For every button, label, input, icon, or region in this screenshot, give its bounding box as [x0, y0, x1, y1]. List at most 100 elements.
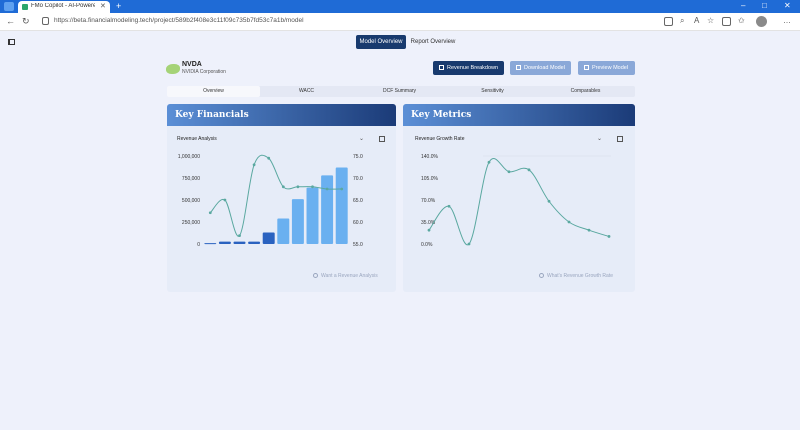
tab-report-overview[interactable]: Report Overview — [410, 39, 456, 45]
margin-point — [311, 185, 314, 189]
y-axis-tick: 0.0% — [421, 242, 433, 248]
margin-point — [281, 185, 285, 189]
favicon-icon — [22, 4, 28, 10]
margin-point — [223, 198, 227, 202]
revenue-bar — [204, 243, 217, 245]
growth-point — [427, 228, 431, 232]
y-axis-tick: 35.0% — [421, 220, 436, 226]
revenue-bar — [233, 241, 246, 244]
lock-icon — [42, 17, 49, 25]
left-axis-tick: 500,000 — [182, 198, 200, 204]
growth-point — [507, 170, 511, 174]
growth-point — [527, 168, 531, 172]
left-axis-tick: 250,000 — [182, 220, 200, 226]
tab-model-overview[interactable]: Model Overview — [356, 35, 406, 49]
new-tab-icon[interactable]: + — [116, 1, 122, 11]
tab-dcf-summary[interactable]: DCF Summary — [382, 88, 417, 94]
revenue-bar — [277, 218, 290, 244]
close-window-icon[interactable]: ✕ — [784, 1, 791, 10]
revenue-bar — [306, 187, 319, 244]
tab-wacc[interactable]: WACC — [298, 88, 315, 94]
download-model-button[interactable]: Download Model — [510, 61, 571, 75]
key-financials-card: Key Financials Revenue Analysis ⌄ 1,000,… — [167, 104, 396, 292]
revenue-analysis-hint[interactable]: Want a Revenue Analysis — [313, 273, 378, 279]
chat-icon — [313, 273, 318, 278]
right-axis-tick: 60.0 — [353, 220, 363, 226]
favorites-icon[interactable]: ✩ — [738, 16, 745, 25]
revenue-breakdown-label: Revenue Breakdown — [447, 65, 499, 71]
browser-tab[interactable]: FMo Copilot - AI-Powered Finan ✕ — [18, 1, 110, 13]
table-view-icon[interactable] — [617, 136, 623, 142]
revenue-bar — [218, 241, 231, 244]
profile-avatar[interactable] — [756, 16, 767, 27]
revenue-growth-select[interactable]: Revenue Growth Rate — [415, 136, 465, 142]
hint-text: Want a Revenue Analysis — [321, 273, 378, 279]
revenue-bar — [291, 199, 304, 244]
favorite-icon[interactable]: ☆ — [707, 16, 715, 25]
revenue-bar — [262, 232, 275, 244]
screen-icon[interactable] — [664, 17, 673, 26]
left-axis-tick: 0 — [197, 242, 200, 248]
download-model-label: Download Model — [524, 65, 565, 71]
browser-tab-strip: FMo Copilot - AI-Powered Finan ✕ + – □ ✕ — [0, 0, 800, 13]
revenue-bar — [335, 167, 348, 244]
card-header: Key Financials — [167, 104, 396, 126]
growth-point — [587, 228, 591, 232]
right-axis-tick: 75.0 — [353, 154, 363, 160]
key-metrics-card: Key Metrics Revenue Growth Rate ⌄ 140.0%… — [403, 104, 635, 292]
download-icon — [516, 65, 521, 70]
table-view-icon[interactable] — [379, 136, 385, 142]
chat-icon — [539, 273, 544, 278]
address-bar: ← ↻ https://beta.financialmodeling.tech/… — [0, 13, 800, 31]
revenue-analysis-select[interactable]: Revenue Analysis — [177, 136, 217, 142]
hint-text: What's Revenue Growth Rate — [547, 273, 613, 279]
ticker-symbol: NVDA — [182, 61, 202, 68]
url-text: https://beta.financialmodeling.tech/proj… — [54, 17, 304, 24]
tab-overview[interactable]: Overview — [167, 86, 260, 97]
revenue-analysis-chart: 1,000,000 750,000 500,000 250,000 0 75.0 70.0 6… — [178, 154, 363, 248]
zoom-icon[interactable]: ⌕ — [680, 16, 685, 25]
split-screen-icon[interactable] — [722, 17, 731, 26]
sidebar-toggle-icon[interactable] — [8, 39, 15, 45]
revenue-bar — [248, 241, 261, 244]
tab-title: FMo Copilot - AI-Powered Finan — [31, 3, 95, 9]
growth-line — [428, 157, 610, 246]
back-icon[interactable]: ← — [6, 16, 15, 26]
growth-point — [487, 160, 491, 164]
tab-comparables[interactable]: Comparables — [570, 88, 601, 94]
margin-point — [340, 187, 344, 191]
growth-point — [447, 204, 451, 208]
margin-point — [325, 187, 329, 191]
revenue-growth-chart: 140.0% 105.0% 70.0% 35.0% 0.0% — [421, 154, 611, 248]
tab-close-icon[interactable]: ✕ — [100, 3, 106, 10]
read-aloud-icon[interactable]: A — [694, 16, 700, 25]
chevron-down-icon[interactable]: ⌄ — [359, 136, 365, 142]
more-menu-icon[interactable]: … — [783, 16, 791, 25]
minimize-icon[interactable]: – — [741, 1, 746, 10]
revenue-bar — [321, 175, 334, 244]
growth-point — [567, 220, 571, 224]
preview-icon — [584, 65, 589, 70]
right-axis-tick: 65.0 — [353, 198, 363, 204]
margin-point — [252, 163, 256, 167]
card-header: Key Metrics — [403, 104, 635, 126]
preview-model-button[interactable]: Preview Model — [578, 61, 635, 75]
tab-sensitivity[interactable]: Sensitivity — [481, 88, 504, 94]
chevron-down-icon[interactable]: ⌄ — [597, 136, 603, 142]
y-axis-tick: 105.0% — [421, 176, 439, 182]
url-field[interactable]: https://beta.financialmodeling.tech/proj… — [42, 16, 652, 28]
margin-point — [238, 234, 241, 238]
refresh-icon[interactable]: ↻ — [22, 16, 30, 26]
company-logo-icon — [166, 64, 180, 74]
margin-line — [209, 154, 342, 237]
growth-point — [467, 242, 471, 246]
revenue-breakdown-button[interactable]: Revenue Breakdown — [433, 61, 504, 75]
company-name: NVIDIA Corporation — [182, 69, 226, 75]
growth-point — [547, 199, 551, 203]
maximize-icon[interactable]: □ — [762, 1, 767, 10]
left-axis-tick: 750,000 — [182, 176, 200, 182]
revenue-growth-hint[interactable]: What's Revenue Growth Rate — [539, 273, 613, 279]
document-icon — [439, 65, 444, 70]
window-menu-icon[interactable] — [4, 2, 14, 11]
preview-model-label: Preview Model — [592, 65, 629, 71]
